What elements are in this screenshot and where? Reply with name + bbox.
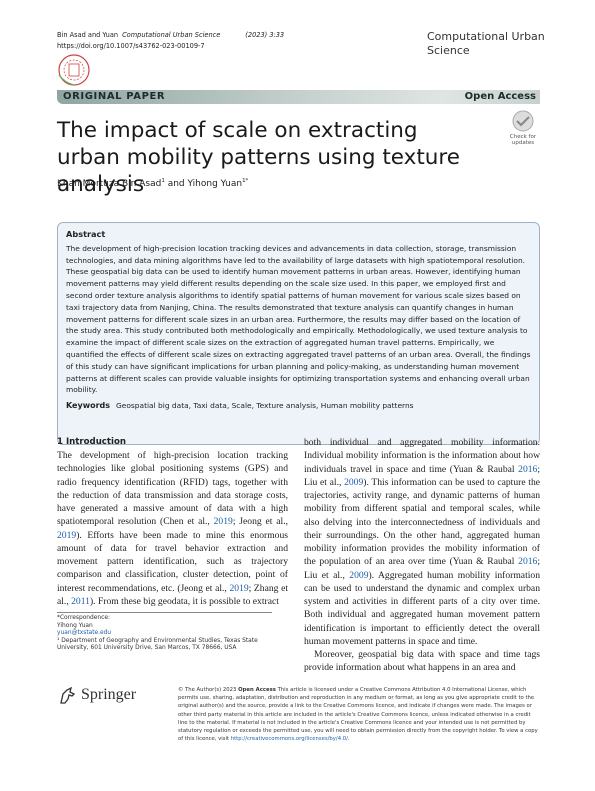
text: ). This information can be used to captu…: [304, 476, 540, 568]
footnote[interactable]: yuan@txstate.edu: [57, 630, 112, 637]
citation-year[interactable]: 2019: [57, 529, 77, 541]
article-type: ORIGINAL PAPER: [63, 91, 166, 102]
citation-year[interactable]: 2009: [349, 569, 369, 581]
affiliation-mark: 1: [161, 178, 165, 184]
author: Khan Mortuza Bin Asad: [57, 179, 162, 189]
logo: [58, 54, 90, 86]
affiliation-mark: 1*: [242, 178, 249, 184]
abstract-text: The development of high-precision locati…: [66, 243, 531, 395]
copyright: © The Author(s) 2023: [178, 687, 237, 693]
springer-horse: [60, 686, 76, 704]
footnotes: *Correspondence: Yihong Yuan yuan@txstate.…: [57, 612, 272, 653]
citation-year[interactable]: 2019: [213, 516, 233, 528]
publisher-name: Springer: [81, 686, 137, 703]
citation-year[interactable]: 2019: [229, 582, 249, 594]
volume: (2023) 3:33: [245, 31, 285, 39]
journal-short: Computational Urban Science: [122, 31, 221, 39]
citation-year[interactable]: 2009: [344, 476, 364, 488]
text: ). Efforts have been made to mine this e…: [57, 529, 288, 594]
paragraph: both individual and aggregated mobility …: [304, 436, 540, 648]
text: ; Jeong et al.,: [232, 516, 288, 528]
license-text: This article is licensed under a Creativ…: [178, 687, 538, 743]
banner: ORIGINAL PAPER Open Access: [57, 90, 540, 104]
doi[interactable]: https://doi.org/10.1007/s43762-023-00109…: [57, 42, 205, 50]
text: Moreover, geospatial big data with space…: [304, 649, 540, 674]
citation-year[interactable]: 2011: [71, 595, 90, 607]
paragraph: Moreover, geospatial big data with space…: [304, 648, 540, 675]
text: ; Liu et al.,: [304, 556, 540, 581]
license-url[interactable]: http://creativecommons.org/licenses/by/4…: [230, 736, 348, 743]
section-heading: 1 Introduction: [57, 437, 126, 447]
citation-year[interactable]: 2016: [518, 556, 538, 568]
check-updates[interactable]: Check for updates: [506, 110, 540, 146]
right-column: both individual and aggregated mobility …: [304, 436, 540, 675]
text: ). Aggregated human mobility information…: [304, 569, 540, 647]
text: both individual and aggregated mobility …: [304, 437, 540, 475]
journal-name: Computational Urban Science: [427, 30, 545, 57]
paragraph: The development of high-precision locati…: [57, 449, 288, 608]
text: ; Liu et al.,: [304, 463, 540, 488]
authors: Khan Mortuza Bin Asad1 and Yihong Yuan1*: [57, 178, 248, 189]
abstract-box: Abstract The development of high-precisi…: [57, 222, 540, 445]
footnote: *Correspondence:: [57, 615, 110, 621]
author: Yihong Yuan: [187, 179, 243, 189]
article-title: The impact of scale on extracting urban …: [57, 118, 460, 197]
open-access: Open Access: [464, 91, 536, 102]
keywords: Keywords Geospatial big data, Taxi data, …: [66, 400, 531, 412]
left-column: 1 Introduction The development of high-pr…: [57, 436, 288, 608]
citation-year[interactable]: 2016: [518, 463, 538, 475]
running-head: Bin Asad and Yuan Computational Urban Sci…: [57, 31, 284, 39]
check-label: Check for updates: [509, 134, 537, 146]
oa-label: Open Access: [238, 687, 276, 693]
abstract-heading: Abstract: [66, 229, 106, 239]
text: ; Zhang et al.,: [57, 582, 288, 607]
footnote: ¹ Department of Geography and Environmen…: [57, 637, 258, 652]
publisher: Springer: [57, 684, 136, 706]
license: © The Author(s) 2023 Open Access This ar…: [178, 686, 540, 743]
footnote: Yihong Yuan: [57, 622, 93, 629]
keywords-text: Geospatial big data, Taxi data, Scale, T…: [116, 401, 414, 411]
text: The development of high-precision locati…: [57, 450, 288, 528]
authors-short: Bin Asad and Yuan: [57, 31, 119, 39]
keywords-label: Keywords: [66, 401, 111, 411]
text: ). From these big geodata, it is possibl…: [89, 595, 279, 607]
joiner: and: [167, 179, 185, 189]
check-icon: [512, 110, 534, 132]
period: .: [347, 736, 350, 743]
